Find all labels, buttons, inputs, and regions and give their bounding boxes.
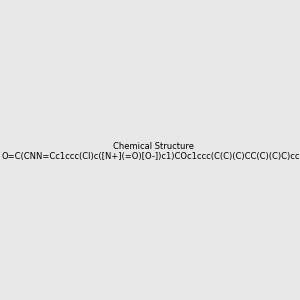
Text: Chemical Structure
O=C(CNN=Cc1ccc(Cl)c([N+](=O)[O-])c1)COc1ccc(C(C)(C)CC(C)(C)C): Chemical Structure O=C(CNN=Cc1ccc(Cl)c([… <box>2 142 300 161</box>
